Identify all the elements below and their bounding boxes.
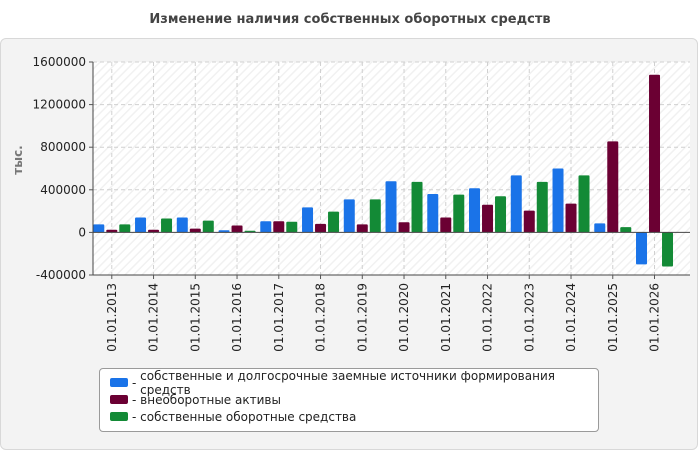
bar-series-1 bbox=[636, 232, 648, 265]
x-tick-label: 01.01.2016 bbox=[230, 283, 244, 352]
bar-series-2 bbox=[440, 217, 452, 233]
y-tick-label: 1600000 bbox=[33, 55, 86, 69]
bar-series-1 bbox=[510, 175, 522, 233]
chart-title: Изменение наличия собственных оборотных … bbox=[149, 12, 551, 27]
legend-dash: - bbox=[132, 392, 141, 407]
y-tick-label: -400000 bbox=[36, 268, 86, 282]
y-tick-label: 0 bbox=[78, 225, 86, 239]
bar-series-2 bbox=[565, 203, 577, 233]
x-tick-label: 01.01.2023 bbox=[522, 283, 536, 352]
bar-series-3 bbox=[161, 218, 173, 233]
x-tick-label: 01.01.2021 bbox=[439, 283, 453, 352]
bar-series-1 bbox=[218, 230, 230, 233]
legend-item: - внеоборотные активы bbox=[110, 391, 598, 408]
bar-series-3 bbox=[662, 232, 674, 267]
bar-series-3 bbox=[620, 227, 632, 233]
legend-swatch bbox=[110, 395, 128, 404]
bar-series-1 bbox=[302, 207, 314, 233]
legend-label: внеоборотные активы bbox=[140, 392, 281, 407]
bar-series-3 bbox=[202, 220, 214, 233]
legend: - собственные и долгосрочные заемные ист… bbox=[99, 368, 599, 432]
bar-series-2 bbox=[189, 228, 201, 233]
bar-series-2 bbox=[607, 141, 619, 233]
legend-item: - собственные и долгосрочные заемные ист… bbox=[110, 369, 598, 397]
y-tick-label: 1200000 bbox=[33, 98, 86, 112]
bar-series-1 bbox=[93, 224, 105, 233]
bar-series-1 bbox=[260, 221, 272, 233]
x-tick-label: 01.01.2020 bbox=[397, 283, 411, 352]
bar-series-1 bbox=[469, 188, 481, 233]
x-tick-label: 01.01.2024 bbox=[564, 283, 578, 352]
bar-series-2 bbox=[356, 224, 368, 233]
x-tick-label: 01.01.2022 bbox=[481, 283, 495, 352]
legend-label: собственные оборотные средства bbox=[140, 409, 357, 424]
bar-series-2 bbox=[482, 204, 494, 233]
bar-series-1 bbox=[594, 223, 606, 233]
bar-series-1 bbox=[552, 168, 564, 233]
bar-series-3 bbox=[411, 181, 423, 233]
bar-series-3 bbox=[328, 211, 340, 233]
legend-dash: - bbox=[132, 409, 141, 424]
bar-series-3 bbox=[495, 196, 507, 233]
y-tick-label: 400000 bbox=[40, 183, 86, 197]
bar-series-2 bbox=[231, 225, 243, 233]
bar-series-3 bbox=[119, 224, 131, 233]
x-tick-label: 01.01.2017 bbox=[272, 283, 286, 352]
x-tick-label: 01.01.2015 bbox=[188, 283, 202, 352]
x-tick-label: 01.01.2013 bbox=[105, 283, 119, 352]
plot-area bbox=[93, 62, 690, 275]
x-tick-label: 01.01.2026 bbox=[648, 283, 662, 352]
y-tick-label: 800000 bbox=[40, 140, 86, 154]
bar-series-3 bbox=[536, 181, 548, 233]
y-axis-label: тыс. bbox=[11, 145, 25, 174]
x-tick-label: 01.01.2025 bbox=[606, 283, 620, 352]
bar-series-3 bbox=[369, 199, 381, 233]
legend-label: собственные и долгосрочные заемные источ… bbox=[140, 368, 555, 397]
legend-dash: - bbox=[132, 375, 141, 390]
bar-series-3 bbox=[286, 221, 298, 233]
bar-series-3 bbox=[578, 175, 590, 233]
legend-swatch bbox=[110, 412, 128, 421]
bar-series-2 bbox=[315, 223, 327, 233]
bar-series-2 bbox=[523, 210, 535, 233]
bar-series-1 bbox=[427, 194, 439, 233]
bar-series-3 bbox=[453, 194, 465, 233]
x-tick-label: 01.01.2018 bbox=[314, 283, 328, 352]
bar-series-2 bbox=[148, 229, 160, 233]
x-tick-label: 01.01.2014 bbox=[147, 283, 161, 352]
bar-series-2 bbox=[649, 74, 661, 233]
bar-series-1 bbox=[385, 181, 397, 233]
bar-series-1 bbox=[176, 217, 188, 233]
bar-series-2 bbox=[273, 221, 285, 233]
legend-item: - собственные оборотные средства bbox=[110, 408, 598, 425]
bar-series-2 bbox=[398, 222, 410, 233]
bar-series-2 bbox=[106, 229, 118, 233]
bar-series-1 bbox=[135, 217, 147, 233]
bar-series-1 bbox=[343, 199, 355, 233]
legend-swatch bbox=[110, 378, 128, 387]
x-tick-label: 01.01.2019 bbox=[355, 283, 369, 352]
